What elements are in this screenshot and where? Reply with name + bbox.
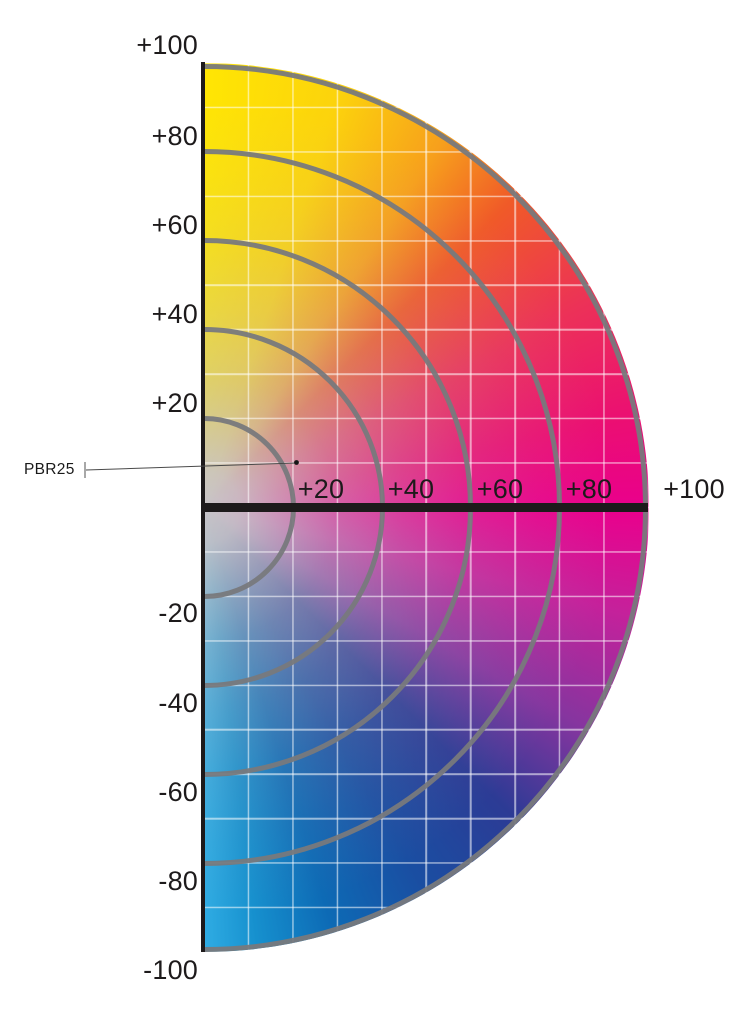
a-axis-tick-label-p100: +100	[663, 474, 725, 504]
b-axis-tick-label-m60: -60	[158, 777, 198, 807]
a-axis-tick-label-p20: +20	[297, 474, 345, 504]
b-axis-tick-label-m40: -40	[158, 688, 198, 718]
a-axis-tick-label-p80: +80	[565, 474, 613, 504]
b-axis-tick-label-m80: -80	[158, 866, 198, 896]
pbr25-annotation-label: PBR25	[24, 461, 75, 478]
b-axis-tick-label-m20: -20	[158, 598, 198, 628]
b-axis-tick-label-m100: -100	[143, 955, 198, 985]
b-axis-tick-label-p20: +20	[151, 388, 198, 418]
a-axis-tick-label-p60: +60	[476, 474, 524, 504]
b-axis-tick-label-p60: +60	[151, 210, 198, 240]
b-axis-tick-label-p40: +40	[151, 299, 198, 329]
b-axis-tick-label-p100: +100	[136, 30, 198, 60]
a-axis-tick-label-p40: +40	[387, 474, 435, 504]
a-axis-line	[202, 502, 648, 512]
b-axis-tick-label-p80: +80	[151, 121, 198, 151]
